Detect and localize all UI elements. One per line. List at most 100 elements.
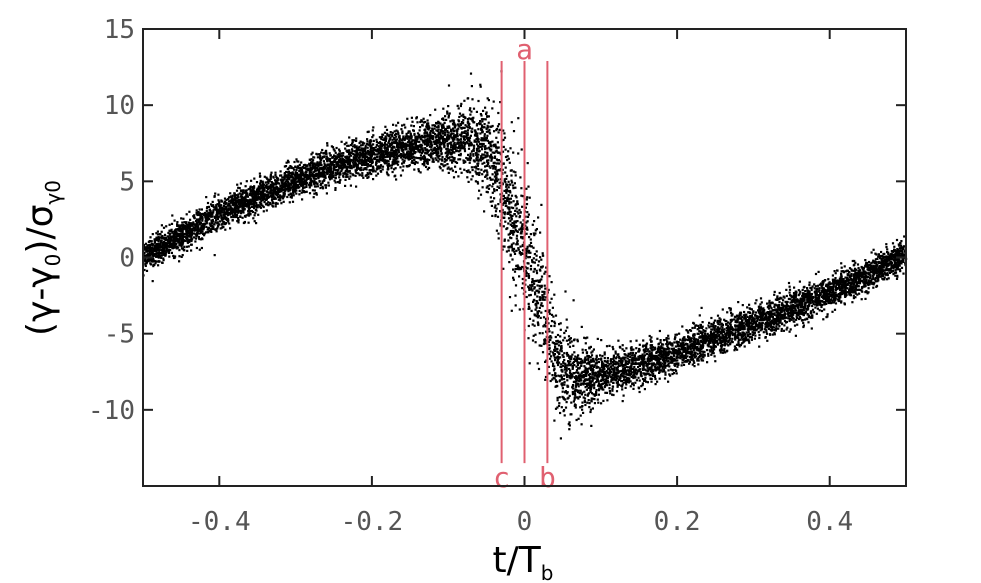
data-point	[395, 160, 398, 163]
data-point	[652, 370, 655, 373]
data-point	[550, 360, 553, 363]
data-point	[520, 187, 523, 190]
data-point	[792, 313, 795, 316]
data-point	[400, 128, 403, 131]
data-point	[411, 153, 414, 156]
data-point	[345, 141, 348, 144]
data-point	[758, 345, 761, 348]
data-point	[510, 181, 514, 184]
data-point	[568, 374, 571, 377]
data-point	[306, 174, 309, 177]
data-point	[613, 366, 616, 369]
data-point	[723, 318, 726, 321]
data-point	[558, 402, 561, 405]
data-point	[513, 182, 516, 185]
data-point	[847, 291, 850, 294]
data-point	[338, 180, 341, 183]
data-point	[399, 174, 403, 177]
data-point	[612, 393, 615, 397]
data-point	[538, 306, 541, 309]
data-point	[561, 387, 564, 390]
data-point	[535, 289, 538, 292]
data-point	[838, 293, 841, 296]
data-point	[681, 325, 684, 328]
data-point	[539, 256, 542, 259]
data-point	[665, 337, 669, 340]
data-point	[689, 329, 693, 332]
data-point	[338, 176, 341, 179]
data-point	[231, 214, 235, 217]
data-point	[315, 152, 318, 155]
data-point	[792, 317, 795, 320]
data-point	[534, 229, 537, 232]
data-point	[576, 338, 579, 341]
data-point	[777, 323, 780, 326]
data-point	[749, 322, 753, 325]
data-point	[864, 273, 867, 276]
data-point	[384, 153, 388, 156]
data-point	[467, 169, 470, 172]
data-point	[486, 152, 489, 155]
data-point	[208, 214, 211, 217]
data-point	[617, 364, 620, 367]
data-point	[481, 120, 484, 123]
data-point	[630, 375, 633, 378]
data-point	[688, 361, 692, 364]
data-point	[693, 361, 696, 364]
data-point	[330, 170, 333, 173]
data-point	[597, 372, 600, 375]
data-point	[765, 330, 768, 334]
data-point	[272, 205, 275, 208]
data-point	[390, 153, 393, 156]
data-point	[644, 376, 647, 379]
data-point	[475, 149, 479, 152]
data-point	[608, 363, 611, 366]
data-point	[538, 284, 541, 287]
data-point	[321, 185, 324, 188]
data-point	[531, 284, 534, 287]
data-point	[532, 319, 535, 322]
data-point	[144, 246, 147, 249]
data-point	[590, 399, 593, 402]
data-point	[509, 231, 512, 234]
data-point	[421, 148, 424, 151]
data-point	[357, 172, 360, 175]
data-point	[638, 362, 641, 365]
data-point	[430, 136, 434, 139]
data-point	[547, 365, 550, 368]
data-point	[396, 163, 400, 166]
data-point	[472, 147, 476, 150]
data-point	[852, 283, 855, 286]
data-point	[857, 270, 860, 273]
data-point	[694, 324, 697, 328]
data-point	[255, 181, 259, 184]
data-point	[843, 303, 846, 306]
data-point	[656, 356, 659, 359]
data-point	[426, 144, 429, 147]
data-point	[344, 184, 347, 187]
data-point	[714, 360, 717, 363]
data-point	[336, 170, 339, 174]
data-point	[263, 175, 266, 178]
data-point	[319, 186, 322, 190]
data-point	[814, 292, 817, 295]
data-point	[827, 278, 830, 281]
data-point	[624, 370, 627, 374]
data-point	[768, 327, 771, 330]
data-point	[575, 369, 579, 372]
data-point	[495, 174, 498, 177]
data-point	[511, 248, 514, 251]
data-point	[612, 359, 615, 362]
data-point	[533, 324, 536, 327]
data-point	[701, 338, 704, 341]
data-point	[540, 284, 543, 287]
data-point	[602, 366, 605, 369]
data-point	[160, 254, 163, 257]
data-point	[541, 296, 544, 299]
data-point	[403, 123, 406, 126]
data-point	[221, 211, 224, 214]
data-point	[258, 172, 261, 175]
data-point	[414, 135, 417, 139]
data-point	[793, 324, 797, 327]
data-point	[551, 306, 554, 309]
